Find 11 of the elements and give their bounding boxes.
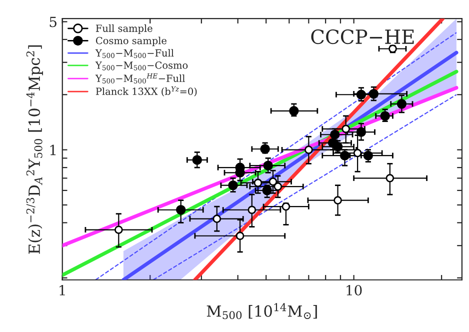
legend-label: Cosmo sample xyxy=(96,36,166,46)
legend-label: Y$_{500}$−M$_{500}$$^{HE}$−Full xyxy=(95,73,185,84)
x-axis-title: M$_{500}$ [10$^{14}$M$_{⊙}$] xyxy=(206,303,317,320)
legend-label: Y$_{500}$−M$_{500}$−Cosmo xyxy=(95,62,188,70)
y-tick-label: 5 xyxy=(50,16,56,28)
x-tick-label: 10 xyxy=(346,284,362,296)
legend-label: Y$_{500}$−M$_{500}$−Full xyxy=(95,49,174,58)
chart-title: CCCP−HE xyxy=(311,29,414,44)
text: E(z)$^{−2/3}$D$_{A}$$^{2}$Y$_{500}$ [10$^{−4}$Mpc$^{2}$] xyxy=(26,45,43,254)
legend-label: Full sample xyxy=(96,24,152,34)
legend-label: Planck 13XX (b$^{Yz}$=0) xyxy=(96,86,197,96)
